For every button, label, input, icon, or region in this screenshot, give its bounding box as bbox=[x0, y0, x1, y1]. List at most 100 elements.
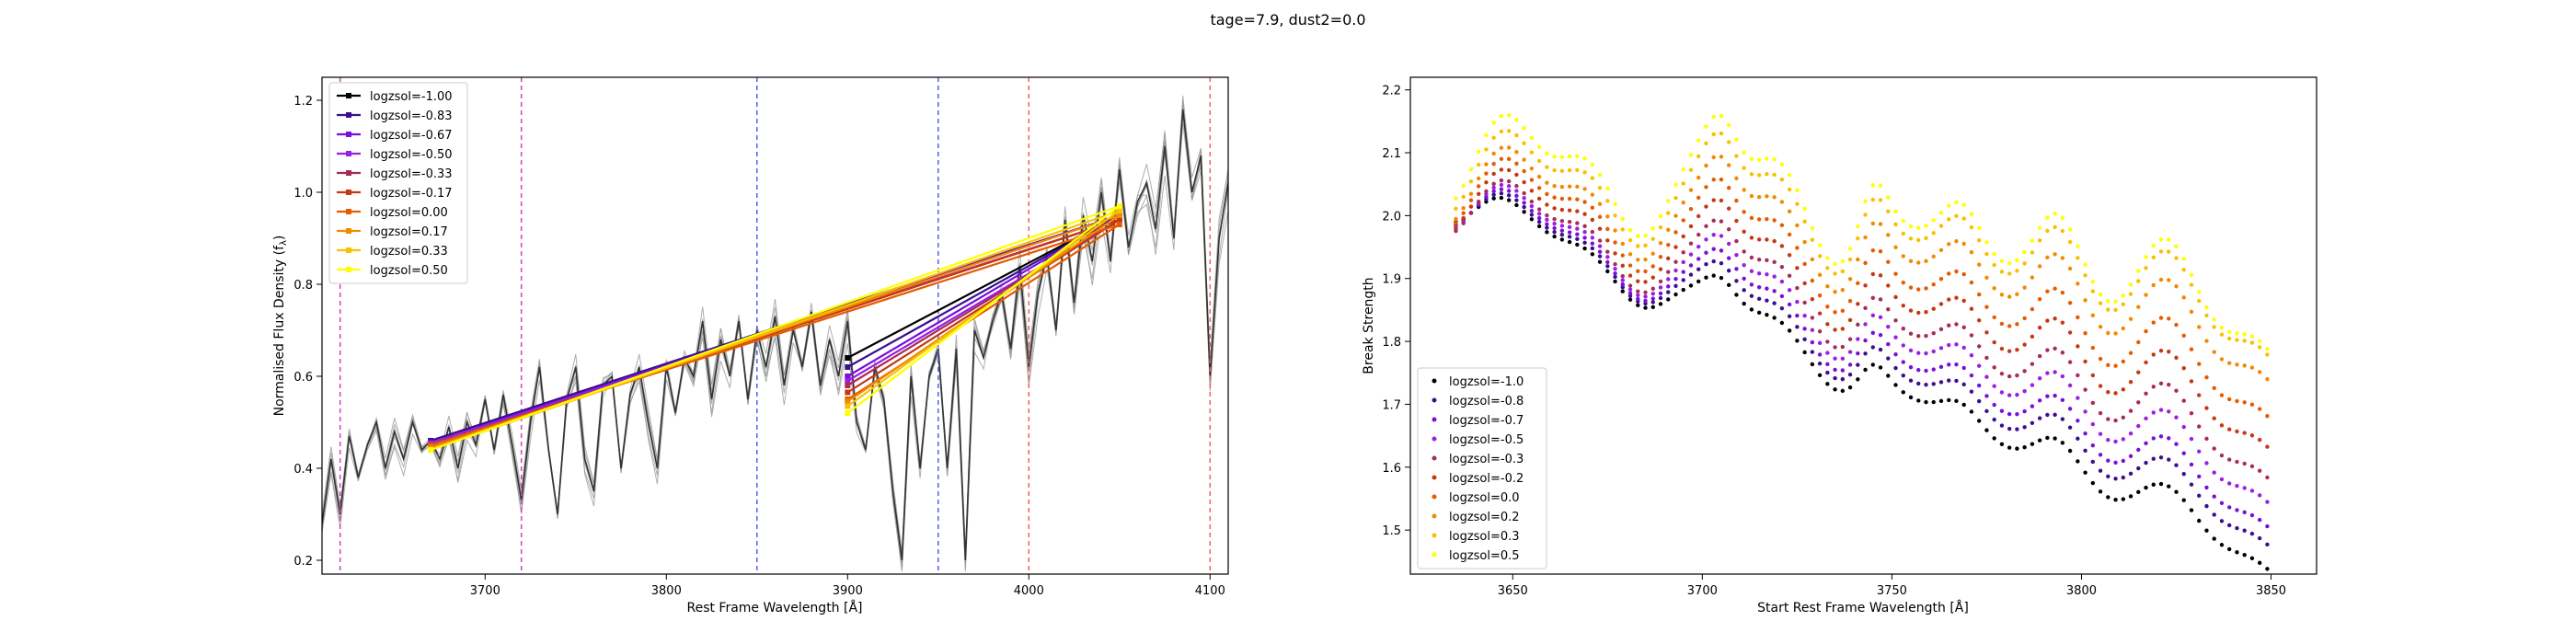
series-point bbox=[1840, 344, 1846, 350]
series-point bbox=[2045, 289, 2050, 293]
series-point bbox=[2219, 500, 2225, 506]
series-point bbox=[2265, 542, 2270, 547]
series-point bbox=[2015, 348, 2019, 352]
series-point bbox=[2098, 356, 2103, 362]
series-point bbox=[2235, 508, 2239, 512]
series-point bbox=[1506, 156, 1512, 162]
series-point bbox=[1575, 209, 1580, 213]
series-point bbox=[1575, 167, 1580, 173]
series-point bbox=[2235, 484, 2239, 489]
series-point bbox=[1522, 179, 1526, 185]
series-point bbox=[2007, 411, 2012, 417]
series-point bbox=[2158, 381, 2164, 385]
series-point bbox=[1817, 254, 1823, 259]
series-point bbox=[2030, 442, 2035, 446]
series-point bbox=[2083, 387, 2087, 392]
series-point bbox=[1916, 310, 1921, 316]
series-point bbox=[2189, 410, 2194, 416]
series-point bbox=[2037, 398, 2042, 403]
series-point bbox=[2098, 325, 2103, 329]
series-point bbox=[1961, 402, 1966, 408]
series-point bbox=[1627, 237, 1633, 243]
series-point bbox=[1886, 195, 1891, 200]
series-point bbox=[1908, 236, 1914, 241]
series-point bbox=[2045, 228, 2050, 234]
series-point bbox=[2219, 325, 2225, 330]
series-point bbox=[2167, 409, 2171, 414]
series-point bbox=[2189, 309, 2194, 315]
series-point bbox=[1893, 335, 1898, 339]
series-point bbox=[1454, 228, 1458, 234]
series-point bbox=[1734, 154, 1739, 158]
series-point bbox=[1636, 279, 1640, 283]
series-point bbox=[1658, 295, 1663, 301]
series-point bbox=[1582, 170, 1587, 175]
series-point bbox=[1681, 259, 1685, 265]
series-point bbox=[1590, 217, 1595, 223]
series-point bbox=[1810, 316, 1815, 320]
series-point bbox=[1969, 389, 1974, 394]
series-point bbox=[1938, 224, 1944, 228]
series-point bbox=[2136, 423, 2141, 429]
series-point bbox=[2076, 459, 2080, 464]
series-point bbox=[2235, 362, 2239, 367]
series-point bbox=[1870, 295, 1876, 301]
series-point bbox=[1734, 279, 1739, 283]
series-point bbox=[1673, 245, 1678, 249]
series-point bbox=[1704, 163, 1708, 168]
x-tick-label: 3900 bbox=[833, 584, 863, 598]
series-point bbox=[2067, 360, 2073, 364]
series-point bbox=[1825, 362, 1830, 367]
series-point bbox=[1597, 214, 1603, 219]
series-point bbox=[2067, 227, 2073, 232]
series-point bbox=[2204, 503, 2209, 509]
series-point bbox=[1545, 225, 1549, 230]
series-point bbox=[1627, 297, 1633, 302]
series-point bbox=[1650, 275, 1655, 280]
left-y-ticks: 0.2 0.4 0.6 0.8 1.0 1.2 bbox=[293, 95, 322, 569]
series-point bbox=[1536, 174, 1542, 179]
series-point bbox=[2136, 339, 2141, 345]
series-point bbox=[1559, 168, 1565, 174]
series-point bbox=[1597, 186, 1603, 190]
series-point bbox=[2121, 458, 2126, 464]
right-x-ticks: 3650 3700 3750 3800 3850 bbox=[1498, 574, 2286, 598]
series-point bbox=[1863, 351, 1868, 356]
series-point bbox=[1605, 226, 1610, 232]
series-point bbox=[2022, 408, 2027, 414]
series-point bbox=[2067, 239, 2073, 245]
series-point bbox=[1825, 339, 1830, 344]
series-point bbox=[1825, 351, 1830, 355]
series-point bbox=[1499, 187, 1504, 191]
series-point bbox=[1924, 351, 1928, 356]
series-point bbox=[1977, 419, 1982, 423]
series-point bbox=[1954, 295, 1959, 300]
series-point bbox=[1658, 285, 1663, 290]
series-point bbox=[1901, 390, 1905, 395]
series-point bbox=[1916, 398, 1921, 403]
series-point bbox=[1491, 161, 1496, 167]
series-point bbox=[1961, 365, 1966, 371]
legend-marker bbox=[1432, 397, 1437, 403]
series-point bbox=[2167, 484, 2171, 489]
series-point bbox=[1711, 132, 1716, 137]
series-point bbox=[2257, 339, 2262, 343]
series-point bbox=[2189, 282, 2194, 287]
series-point bbox=[1719, 155, 1724, 159]
series-point bbox=[1643, 294, 1648, 299]
series-marker bbox=[845, 378, 851, 384]
series-point bbox=[1658, 279, 1663, 284]
series-point bbox=[1582, 229, 1587, 235]
series-point bbox=[2060, 320, 2065, 325]
series-point bbox=[1870, 247, 1876, 253]
series-point bbox=[1522, 196, 1526, 201]
series-point bbox=[1704, 262, 1708, 267]
series-point bbox=[1613, 213, 1617, 218]
series-point bbox=[2053, 252, 2057, 257]
series-point bbox=[1590, 252, 1595, 257]
series-point bbox=[1810, 328, 1815, 332]
series-point bbox=[1484, 189, 1489, 194]
series-point bbox=[1636, 303, 1640, 308]
series-point bbox=[2197, 493, 2202, 499]
series-point bbox=[1514, 189, 1519, 193]
